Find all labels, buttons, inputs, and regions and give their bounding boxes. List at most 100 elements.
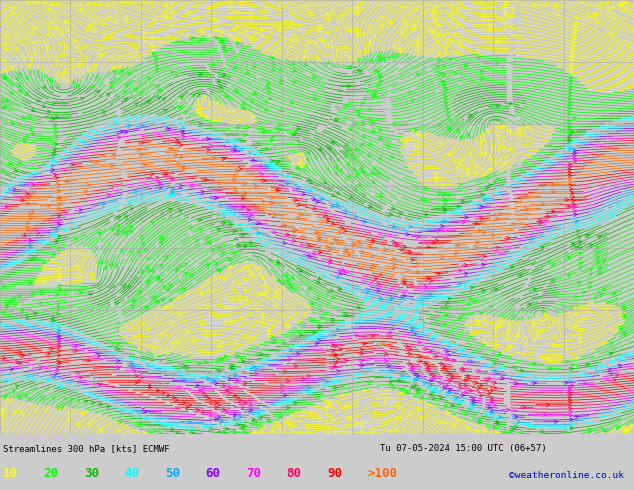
FancyArrowPatch shape <box>278 29 281 32</box>
FancyArrowPatch shape <box>492 160 496 164</box>
FancyArrowPatch shape <box>489 305 493 308</box>
FancyArrowPatch shape <box>498 416 501 418</box>
FancyArrowPatch shape <box>568 386 572 390</box>
FancyArrowPatch shape <box>418 341 421 343</box>
FancyArrowPatch shape <box>389 369 393 372</box>
FancyArrowPatch shape <box>469 389 472 392</box>
FancyArrowPatch shape <box>498 212 502 216</box>
FancyArrowPatch shape <box>307 151 310 155</box>
FancyArrowPatch shape <box>333 353 337 356</box>
FancyArrowPatch shape <box>143 410 146 413</box>
FancyArrowPatch shape <box>29 212 32 216</box>
FancyArrowPatch shape <box>458 183 462 187</box>
FancyArrowPatch shape <box>417 262 420 265</box>
FancyArrowPatch shape <box>523 335 526 339</box>
FancyArrowPatch shape <box>393 428 397 431</box>
FancyArrowPatch shape <box>79 3 82 6</box>
FancyArrowPatch shape <box>248 218 252 221</box>
FancyArrowPatch shape <box>536 334 540 337</box>
FancyArrowPatch shape <box>318 235 321 239</box>
FancyArrowPatch shape <box>510 266 514 270</box>
FancyArrowPatch shape <box>230 318 233 321</box>
FancyArrowPatch shape <box>95 160 98 164</box>
FancyArrowPatch shape <box>262 131 266 134</box>
FancyArrowPatch shape <box>361 21 364 24</box>
FancyArrowPatch shape <box>483 429 487 432</box>
FancyArrowPatch shape <box>55 240 58 244</box>
FancyArrowPatch shape <box>443 365 446 368</box>
FancyArrowPatch shape <box>294 228 297 231</box>
FancyArrowPatch shape <box>417 407 420 411</box>
FancyArrowPatch shape <box>451 404 455 407</box>
FancyArrowPatch shape <box>349 416 353 420</box>
FancyArrowPatch shape <box>271 429 275 433</box>
FancyArrowPatch shape <box>330 39 333 42</box>
FancyArrowPatch shape <box>462 200 465 203</box>
FancyArrowPatch shape <box>570 427 573 430</box>
FancyArrowPatch shape <box>464 391 467 394</box>
FancyArrowPatch shape <box>547 215 550 218</box>
FancyArrowPatch shape <box>107 405 110 408</box>
FancyArrowPatch shape <box>96 90 100 94</box>
FancyArrowPatch shape <box>52 156 55 160</box>
FancyArrowPatch shape <box>354 147 358 150</box>
FancyArrowPatch shape <box>299 151 302 155</box>
FancyArrowPatch shape <box>264 108 268 111</box>
FancyArrowPatch shape <box>482 138 486 142</box>
FancyArrowPatch shape <box>164 424 167 428</box>
FancyArrowPatch shape <box>449 40 453 43</box>
FancyArrowPatch shape <box>256 265 259 269</box>
FancyArrowPatch shape <box>113 122 117 125</box>
FancyArrowPatch shape <box>331 204 335 207</box>
FancyArrowPatch shape <box>443 420 447 424</box>
FancyArrowPatch shape <box>230 367 234 370</box>
FancyArrowPatch shape <box>578 320 581 323</box>
FancyArrowPatch shape <box>178 310 182 313</box>
FancyArrowPatch shape <box>440 381 443 385</box>
FancyArrowPatch shape <box>334 354 337 358</box>
FancyArrowPatch shape <box>576 230 580 233</box>
FancyArrowPatch shape <box>362 135 366 138</box>
FancyArrowPatch shape <box>326 380 329 383</box>
FancyArrowPatch shape <box>595 261 599 264</box>
FancyArrowPatch shape <box>603 431 607 435</box>
FancyArrowPatch shape <box>165 16 169 20</box>
FancyArrowPatch shape <box>359 142 363 146</box>
FancyArrowPatch shape <box>67 418 70 422</box>
FancyArrowPatch shape <box>573 160 577 163</box>
FancyArrowPatch shape <box>25 316 29 319</box>
FancyArrowPatch shape <box>569 87 572 91</box>
FancyArrowPatch shape <box>174 269 178 272</box>
FancyArrowPatch shape <box>496 126 500 129</box>
FancyArrowPatch shape <box>413 384 417 387</box>
FancyArrowPatch shape <box>594 367 598 369</box>
FancyArrowPatch shape <box>334 430 338 433</box>
FancyArrowPatch shape <box>570 64 573 67</box>
FancyArrowPatch shape <box>264 100 268 103</box>
FancyArrowPatch shape <box>452 359 455 362</box>
FancyArrowPatch shape <box>52 397 56 400</box>
FancyArrowPatch shape <box>126 0 129 2</box>
FancyArrowPatch shape <box>115 303 119 306</box>
FancyArrowPatch shape <box>131 0 135 2</box>
FancyArrowPatch shape <box>165 11 168 15</box>
FancyArrowPatch shape <box>253 92 257 95</box>
FancyArrowPatch shape <box>579 262 583 265</box>
FancyArrowPatch shape <box>488 29 491 32</box>
FancyArrowPatch shape <box>142 0 146 2</box>
FancyArrowPatch shape <box>354 108 358 112</box>
FancyArrowPatch shape <box>377 282 380 285</box>
FancyArrowPatch shape <box>185 406 189 409</box>
FancyArrowPatch shape <box>356 11 359 15</box>
FancyArrowPatch shape <box>281 389 284 392</box>
FancyArrowPatch shape <box>171 24 174 27</box>
FancyArrowPatch shape <box>569 84 573 88</box>
FancyArrowPatch shape <box>504 9 507 13</box>
FancyArrowPatch shape <box>13 169 17 171</box>
FancyArrowPatch shape <box>240 317 244 320</box>
FancyArrowPatch shape <box>437 59 441 62</box>
FancyArrowPatch shape <box>432 374 436 377</box>
FancyArrowPatch shape <box>363 98 367 101</box>
FancyArrowPatch shape <box>249 36 252 39</box>
FancyArrowPatch shape <box>326 290 330 294</box>
